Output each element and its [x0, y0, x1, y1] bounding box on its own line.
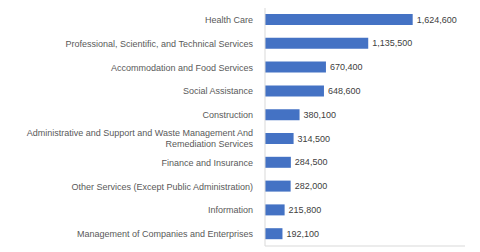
svg-text:1,624,600: 1,624,600: [417, 15, 457, 25]
svg-text:Construction: Construction: [202, 110, 253, 120]
svg-text:314,500: 314,500: [298, 134, 331, 144]
svg-text:Professional, Scientific, and: Professional, Scientific, and Technical …: [66, 39, 254, 49]
svg-text:Accommodation and Food Service: Accommodation and Food Services: [111, 63, 254, 73]
svg-text:648,600: 648,600: [328, 86, 361, 96]
svg-text:192,100: 192,100: [286, 229, 319, 239]
svg-text:Finance and Insurance: Finance and Insurance: [161, 158, 253, 168]
svg-text:Management of Companies and En: Management of Companies and Enterprises: [77, 229, 254, 239]
svg-text:380,100: 380,100: [304, 110, 337, 120]
svg-text:1,135,500: 1,135,500: [372, 38, 412, 48]
svg-text:Information: Information: [208, 205, 253, 215]
svg-text:Health Care: Health Care: [205, 15, 253, 25]
svg-text:284,500: 284,500: [295, 157, 328, 167]
svg-text:Other Services (Except Public: Other Services (Except Public Administra…: [71, 182, 253, 192]
svg-text:282,000: 282,000: [295, 181, 328, 191]
svg-text:215,800: 215,800: [289, 205, 322, 215]
svg-text:Social Assistance: Social Assistance: [183, 86, 253, 96]
svg-text:670,400: 670,400: [330, 62, 363, 72]
svg-text:Administrative and Support and: Administrative and Support and Waste Man…: [27, 128, 254, 149]
